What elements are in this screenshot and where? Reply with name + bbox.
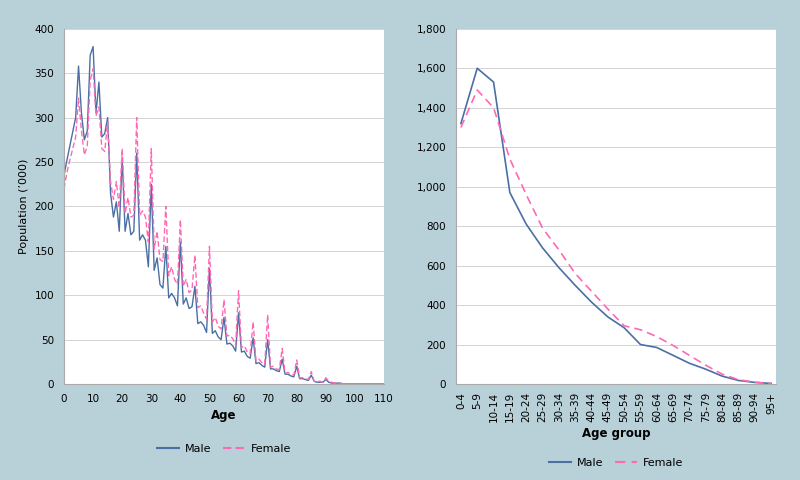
X-axis label: Age group: Age group — [582, 428, 650, 441]
Female — [489, 105, 498, 110]
Female — [734, 377, 743, 383]
Female — [473, 87, 482, 93]
Female — [88, 66, 98, 72]
Female — [668, 343, 678, 348]
Male — [505, 190, 514, 195]
Female — [554, 247, 564, 252]
Male — [586, 299, 596, 305]
Female — [603, 306, 613, 312]
Line: Male: Male — [461, 68, 771, 384]
Male — [718, 373, 727, 379]
Male — [473, 65, 482, 71]
Line: Male: Male — [64, 47, 384, 384]
Line: Female: Female — [461, 90, 771, 384]
Male — [734, 378, 743, 384]
Male — [619, 325, 629, 331]
Male — [766, 381, 776, 386]
Male — [210, 328, 220, 334]
Male — [750, 380, 759, 385]
Male — [522, 221, 531, 227]
Male — [701, 366, 710, 372]
Male — [338, 381, 348, 387]
Male — [143, 264, 153, 270]
Female — [248, 319, 258, 324]
Female — [701, 362, 710, 368]
Female — [59, 186, 69, 192]
Legend: Male, Female: Male, Female — [153, 439, 295, 458]
Male — [135, 237, 145, 243]
X-axis label: Age: Age — [211, 409, 237, 422]
Female — [338, 381, 348, 387]
Female — [619, 323, 629, 329]
Female — [586, 288, 596, 294]
Female — [374, 381, 383, 387]
Female — [652, 334, 662, 339]
Female — [570, 271, 580, 276]
Female — [766, 381, 776, 386]
Male — [538, 245, 547, 251]
Male — [554, 264, 564, 270]
Male — [374, 381, 383, 387]
Female — [135, 212, 145, 218]
Male — [379, 381, 389, 387]
Female — [505, 156, 514, 162]
Legend: Male, Female: Male, Female — [545, 454, 687, 472]
Female — [143, 239, 153, 245]
Female — [379, 381, 389, 387]
Male — [570, 282, 580, 288]
Male — [652, 345, 662, 350]
Male — [59, 172, 69, 178]
Male — [248, 335, 258, 341]
Male — [456, 120, 466, 126]
Female — [182, 276, 191, 282]
Female — [750, 379, 759, 385]
Line: Female: Female — [64, 69, 384, 384]
Male — [603, 314, 613, 320]
Male — [88, 44, 98, 49]
Female — [210, 314, 220, 320]
Female — [538, 225, 547, 231]
Female — [636, 327, 646, 333]
Male — [668, 352, 678, 358]
Male — [182, 295, 191, 301]
Female — [522, 192, 531, 197]
Male — [636, 342, 646, 348]
Male — [489, 79, 498, 85]
Female — [456, 125, 466, 131]
Y-axis label: Population (’000): Population (’000) — [19, 159, 29, 254]
Female — [718, 371, 727, 377]
Male — [685, 360, 694, 366]
Female — [685, 352, 694, 358]
